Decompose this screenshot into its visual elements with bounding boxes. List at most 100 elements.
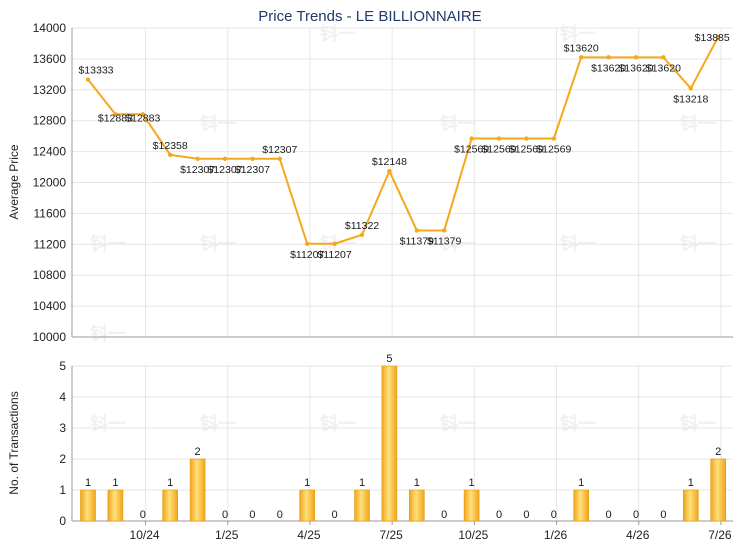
transaction-count-label: 0 bbox=[277, 509, 283, 521]
price-data-label: $11322 bbox=[345, 220, 379, 232]
price-point bbox=[496, 136, 502, 141]
price-point bbox=[332, 241, 337, 246]
price-data-label: $12883 bbox=[125, 112, 160, 124]
watermark-text: 钭一 bbox=[560, 23, 596, 44]
price-y-tick-label: 13600 bbox=[33, 52, 67, 66]
price-point bbox=[661, 55, 666, 60]
transaction-bar bbox=[381, 365, 398, 522]
price-data-label: $13620 bbox=[618, 62, 653, 74]
x-tick-label: 10/24 bbox=[130, 528, 160, 542]
price-point bbox=[688, 86, 693, 91]
watermark-text: 钭一 bbox=[320, 23, 356, 44]
chart-title: Price Trends - LE BILLIONNAIRE bbox=[258, 8, 481, 25]
transaction-count-label: 0 bbox=[660, 509, 666, 521]
price-data-label: $12307 bbox=[207, 164, 242, 176]
price-point bbox=[633, 55, 639, 60]
transactions-y-tick-label: 5 bbox=[59, 359, 66, 373]
price-data-label: $13620 bbox=[564, 42, 599, 54]
price-point bbox=[387, 168, 392, 174]
price-point bbox=[222, 156, 228, 161]
transaction-bar bbox=[299, 489, 316, 522]
transaction-bar bbox=[573, 489, 590, 522]
transaction-count-label: 0 bbox=[551, 509, 557, 521]
price-point bbox=[195, 156, 200, 161]
transaction-bar bbox=[354, 489, 370, 522]
transaction-count-label: 1 bbox=[85, 477, 91, 489]
price-data-label: $12569 bbox=[536, 144, 571, 156]
transaction-count-label: 0 bbox=[140, 509, 146, 521]
price-y-tick-label: 10000 bbox=[33, 330, 67, 344]
price-y-tick-label: 10400 bbox=[33, 299, 67, 313]
price-y-tick-label: 12000 bbox=[33, 176, 67, 190]
price-point bbox=[716, 34, 721, 40]
transaction-bar bbox=[189, 458, 206, 522]
x-tick-label: 1/26 bbox=[544, 528, 568, 542]
price-point bbox=[442, 228, 447, 233]
watermark-text: 钭一 bbox=[200, 233, 236, 254]
transaction-count-label: 5 bbox=[386, 353, 392, 365]
transaction-count-label: 1 bbox=[688, 477, 694, 489]
price-data-label: $11207 bbox=[317, 249, 351, 261]
price-line-plot: 10000 10400 10800 11200 11600 12000 12400 12800… bbox=[33, 21, 733, 344]
price-data-label: $13620 bbox=[591, 62, 626, 74]
price-point bbox=[277, 156, 282, 161]
transaction-count-label: 0 bbox=[249, 509, 255, 521]
price-y-tick-label: 11200 bbox=[34, 237, 67, 251]
price-point bbox=[85, 77, 91, 82]
watermark-text: 钭一 bbox=[90, 233, 126, 254]
price-data-label: $12307 bbox=[262, 144, 297, 156]
price-point bbox=[469, 136, 474, 141]
watermark-text: 钭一 bbox=[560, 233, 596, 254]
transaction-bar bbox=[710, 458, 727, 522]
price-point bbox=[359, 232, 365, 238]
transaction-bar bbox=[408, 489, 425, 522]
price-data-label: $13218 bbox=[673, 93, 708, 105]
price-data-label: $12883 bbox=[98, 112, 133, 124]
price-series-line bbox=[87, 36, 720, 245]
transaction-count-label: 0 bbox=[523, 509, 529, 521]
transaction-count-label: 1 bbox=[112, 477, 118, 489]
price-point bbox=[140, 112, 145, 117]
x-tick-label: 7/26 bbox=[708, 528, 732, 542]
watermark-text: 钭一 bbox=[200, 413, 236, 434]
transaction-count-label: 1 bbox=[578, 477, 584, 489]
price-data-label: $12358 bbox=[153, 140, 188, 152]
price-point bbox=[113, 112, 118, 117]
price-data-label: $12569 bbox=[454, 144, 489, 156]
watermark-text: 钭一 bbox=[680, 233, 716, 254]
transaction-bar bbox=[80, 489, 96, 522]
transactions-y-tick-label: 1 bbox=[59, 483, 66, 497]
price-data-label: $13620 bbox=[646, 62, 681, 74]
watermark-text: 钭一 bbox=[680, 113, 716, 134]
watermark-text: 钭一 bbox=[440, 233, 476, 254]
x-tick-label: 7/25 bbox=[379, 528, 403, 542]
price-data-label: $12148 bbox=[372, 156, 407, 168]
price-data-label: $12307 bbox=[180, 164, 215, 176]
watermark-text: 钭一 bbox=[90, 323, 126, 344]
watermark-text: 钭一 bbox=[440, 113, 476, 134]
transaction-count-label: 0 bbox=[332, 509, 338, 521]
price-y-tick-label: 14000 bbox=[33, 21, 67, 35]
transaction-bar bbox=[463, 489, 480, 522]
price-point bbox=[305, 241, 310, 246]
transaction-count-label: 0 bbox=[606, 509, 612, 521]
watermark-text: 钭一 bbox=[680, 413, 716, 434]
transaction-bar bbox=[107, 489, 124, 522]
transaction-count-label: 1 bbox=[359, 477, 365, 489]
transactions-y-tick-label: 4 bbox=[59, 390, 66, 404]
transaction-count-label: 0 bbox=[222, 509, 228, 521]
x-tick-label: 1/25 bbox=[215, 528, 239, 542]
transaction-count-label: 0 bbox=[633, 509, 639, 521]
price-data-label: $12307 bbox=[235, 164, 270, 176]
price-data-label: $11207 bbox=[290, 249, 324, 261]
price-y-tick-label: 12400 bbox=[33, 145, 67, 159]
x-tick-label: 10/25 bbox=[458, 528, 488, 542]
transactions-bar-plot: 0 1 2 3 4 5 1 1 0 1 2 0 0 0 1 0 1 5 1 0 1 0 0 0 1 0 0 0 1 2 10/24 1/25 4… bbox=[59, 353, 733, 542]
price-point bbox=[414, 228, 419, 233]
transactions-y-tick-label: 2 bbox=[59, 452, 66, 466]
price-data-label: $13333 bbox=[78, 65, 113, 77]
watermark-text: 钭一 bbox=[200, 113, 236, 134]
transaction-count-label: 2 bbox=[715, 446, 721, 458]
watermark-text: 钭一 bbox=[320, 413, 356, 434]
